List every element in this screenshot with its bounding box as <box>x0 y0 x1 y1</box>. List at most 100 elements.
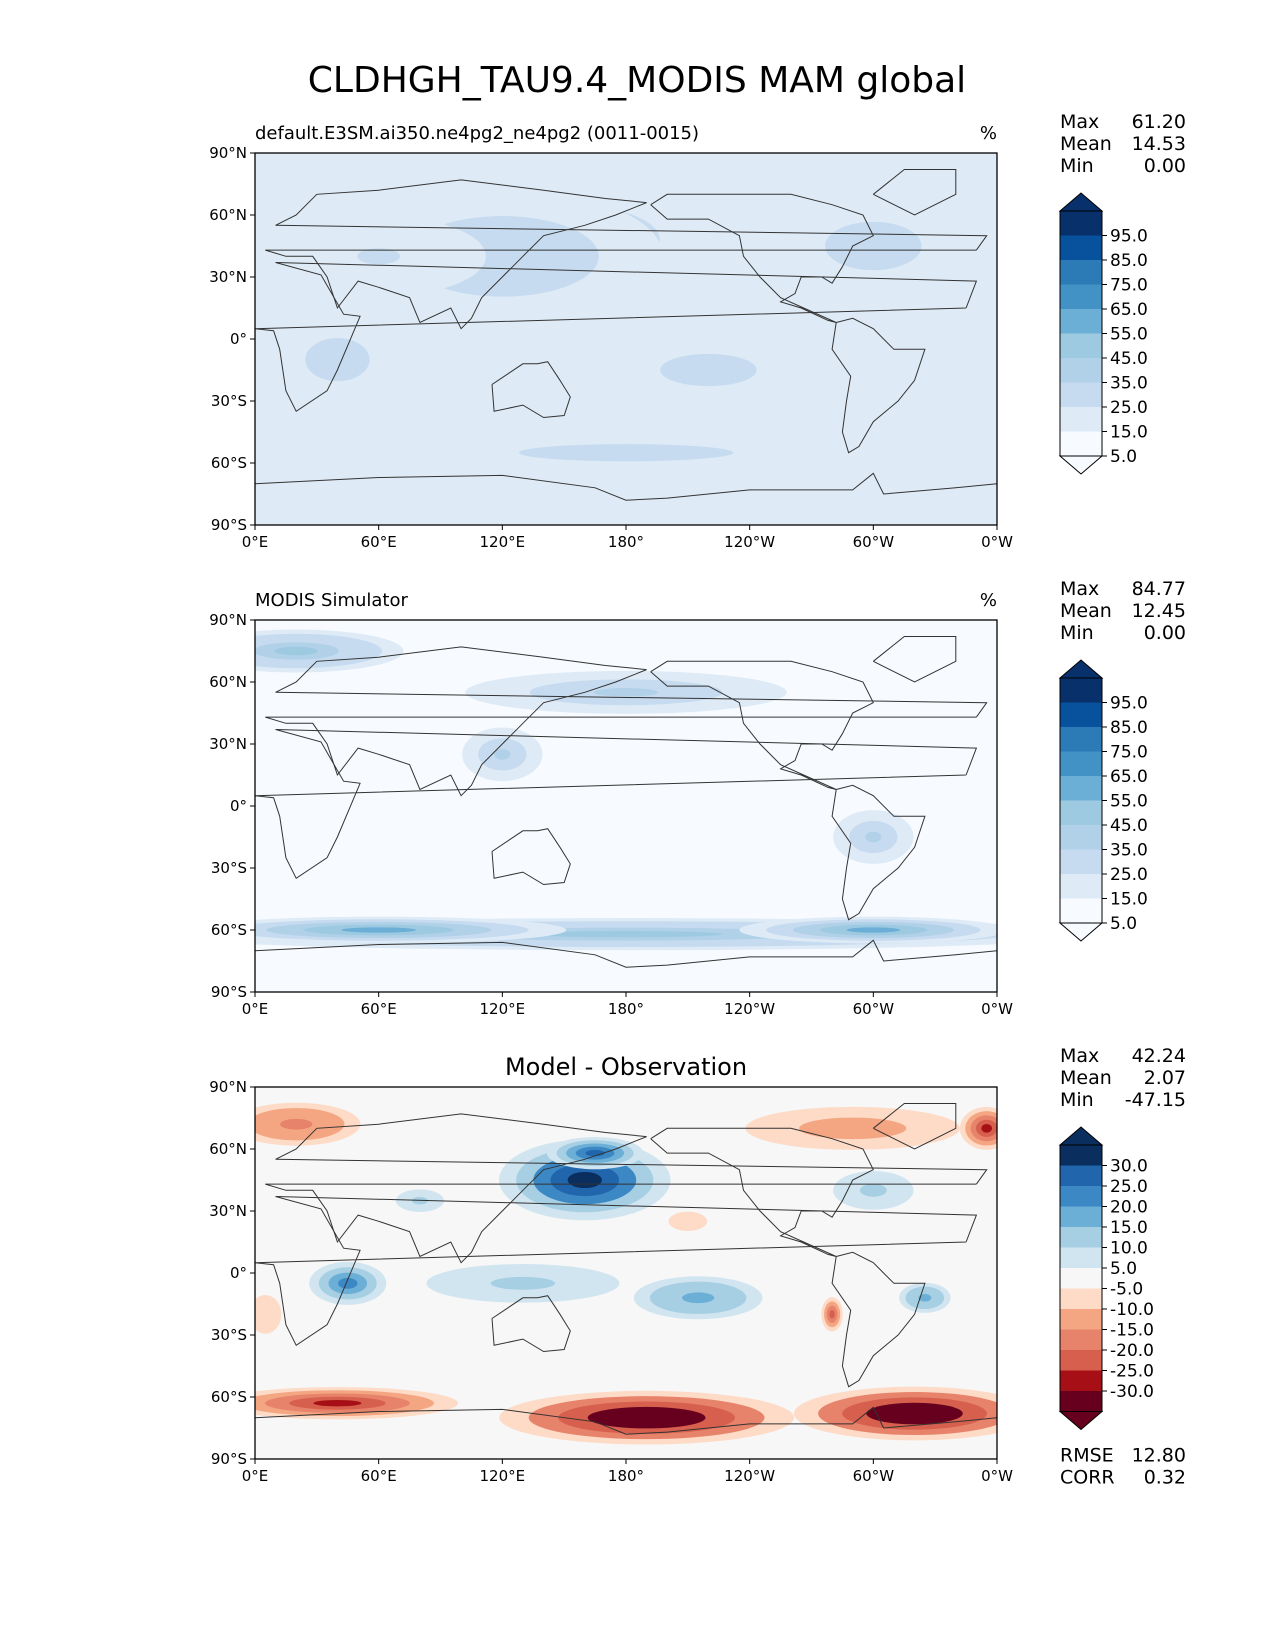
colorbar-cell <box>1060 874 1102 899</box>
colorbar-extend-bottom <box>1058 455 1104 475</box>
x-tick-label: 0°E <box>242 1000 269 1018</box>
colorbar-cell <box>1060 898 1102 923</box>
colorbar-label: 95.0 <box>1110 227 1148 247</box>
colorbar-extend-top <box>1058 192 1104 212</box>
coastline-2 <box>650 660 874 790</box>
contour-blob-12-level-4 <box>825 1122 880 1134</box>
x-tick-label: 120°E <box>480 1467 526 1485</box>
colorbar-cell <box>1060 1309 1102 1330</box>
y-tick-label: 30°N <box>209 735 247 753</box>
colorbar-cell <box>1060 382 1102 407</box>
colorbar-cell <box>1060 211 1102 236</box>
coastline-6 <box>255 472 997 501</box>
contour-blob-13-level-4 <box>981 1124 993 1133</box>
x-tick-label: 120°W <box>724 533 775 551</box>
y-tick-label: 0° <box>230 1264 247 1282</box>
contour-blob-2-level-4 <box>490 1276 556 1290</box>
map-panel-1: default.E3SM.ai350.ne4pg2_ne4pg2 (0011-0… <box>209 111 1186 551</box>
contour-blob-7-level-4 <box>357 248 401 265</box>
contour-blob-15-level-4 <box>681 1218 695 1225</box>
colorbar-label: 85.0 <box>1110 251 1148 271</box>
coastline-0 <box>255 729 978 880</box>
y-tick-label: 60°N <box>209 1140 247 1158</box>
colorbar-cell <box>1060 1247 1102 1268</box>
colorbar-label: 5.0 <box>1110 1259 1137 1279</box>
colorbar-cell <box>1060 333 1102 358</box>
contour-blob-11-level-4 <box>280 1118 313 1130</box>
colorbar-cell <box>1060 1145 1102 1166</box>
colorbar-label: 20.0 <box>1110 1198 1148 1218</box>
colorbar-label: 5.0 <box>1110 914 1137 934</box>
colorbar-label: 25.0 <box>1110 1177 1148 1197</box>
figure-title: CLDHGH_TAU9.4_MODIS MAM global <box>308 60 966 101</box>
colorbar-cell <box>1060 678 1102 703</box>
stat-label-mean: Mean <box>1060 600 1112 622</box>
contour-blob-5-level-4 <box>692 364 725 376</box>
footer-stat-value-corr: 0.32 <box>1144 1467 1186 1489</box>
colorbar-label: 10.0 <box>1110 1239 1148 1259</box>
colorbar-cell <box>1060 1268 1102 1289</box>
x-tick-label: 60°E <box>361 1467 397 1485</box>
coastline-1 <box>265 646 988 797</box>
colorbar-label: 75.0 <box>1110 276 1148 296</box>
colorbar-cell <box>1060 849 1102 874</box>
x-tick-label: 60°W <box>853 533 895 551</box>
colorbar-extend-top <box>1058 659 1104 679</box>
stat-label-min: Min <box>1060 155 1094 177</box>
colorbar-cell <box>1060 431 1102 456</box>
colorbar-label: 65.0 <box>1110 300 1148 320</box>
stat-value-mean: 14.53 <box>1132 133 1186 155</box>
colorbar-label: 75.0 <box>1110 743 1148 763</box>
contour-blob-0-level-4 <box>567 1171 602 1189</box>
y-tick-label: 60°S <box>211 454 247 472</box>
colorbar-label: 65.0 <box>1110 767 1148 787</box>
colorbar-cell <box>1060 751 1102 776</box>
colorbar-label: 15.0 <box>1110 1218 1148 1238</box>
coastline-5 <box>872 169 957 216</box>
stat-value-min: 0.00 <box>1144 622 1186 644</box>
y-tick-label: 90°N <box>209 1078 247 1096</box>
colorbar-label: 25.0 <box>1110 865 1148 885</box>
colorbar-cell <box>1060 407 1102 432</box>
colorbar-label: 85.0 <box>1110 718 1148 738</box>
contour-blob-3-level-4 <box>682 1292 715 1304</box>
colorbar: 30.025.020.015.010.05.0-5.0-10.0-15.0-20… <box>1058 1126 1154 1431</box>
panel-title-left: default.E3SM.ai350.ne4pg2_ne4pg2 (0011-0… <box>255 123 699 144</box>
colorbar-label: 35.0 <box>1110 374 1148 394</box>
x-tick-label: 180° <box>608 1000 644 1018</box>
colorbar-label: 55.0 <box>1110 792 1148 812</box>
x-tick-label: 180° <box>608 533 644 551</box>
y-tick-label: 0° <box>230 797 247 815</box>
y-tick-label: 90°N <box>209 144 247 162</box>
colorbar-cell <box>1060 1288 1102 1309</box>
colorbar-cell <box>1060 1186 1102 1207</box>
y-tick-label: 0° <box>230 330 247 348</box>
y-tick-label: 30°S <box>211 859 247 877</box>
contour-blob-4-level-4 <box>321 348 354 371</box>
y-tick-label: 30°S <box>211 392 247 410</box>
contour-blob-8-level-4 <box>617 1412 677 1424</box>
stat-label-max: Max <box>1060 111 1099 133</box>
colorbar-cell <box>1060 1206 1102 1227</box>
x-tick-label: 120°W <box>724 1467 775 1485</box>
colorbar-extend-bottom <box>1058 922 1104 942</box>
panel-units: % <box>980 123 997 144</box>
contour-blob-5-level-4 <box>865 831 882 843</box>
colorbar-label: -10.0 <box>1110 1300 1154 1320</box>
colorbar-label: 5.0 <box>1110 447 1137 467</box>
colorbar-cell <box>1060 702 1102 727</box>
stat-value-min: 0.00 <box>1144 155 1186 177</box>
x-tick-label: 0°E <box>242 533 269 551</box>
colorbar-label: 35.0 <box>1110 841 1148 861</box>
x-tick-label: 60°W <box>853 1000 895 1018</box>
x-tick-label: 0°W <box>981 1467 1013 1485</box>
coastline-6 <box>255 939 997 968</box>
contour-blob-16-level-4 <box>259 1307 271 1321</box>
y-tick-label: 60°S <box>211 1388 247 1406</box>
y-tick-label: 90°N <box>209 611 247 629</box>
x-tick-label: 60°E <box>361 1000 397 1018</box>
contour-blob-6-level-4 <box>494 748 511 760</box>
stat-label-mean: Mean <box>1060 133 1112 155</box>
colorbar-extend-bottom <box>1058 1411 1104 1431</box>
